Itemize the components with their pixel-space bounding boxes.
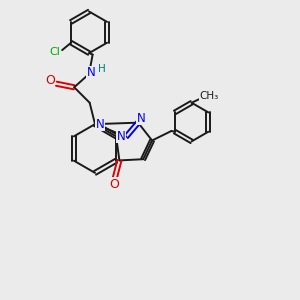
Text: N: N — [117, 130, 125, 143]
Text: H: H — [98, 64, 106, 74]
Text: O: O — [109, 178, 119, 191]
Text: O: O — [45, 74, 55, 87]
Text: CH₃: CH₃ — [199, 91, 218, 101]
Text: N: N — [137, 112, 146, 125]
Text: Cl: Cl — [49, 47, 60, 57]
Text: N: N — [96, 118, 104, 130]
Text: N: N — [87, 66, 96, 79]
